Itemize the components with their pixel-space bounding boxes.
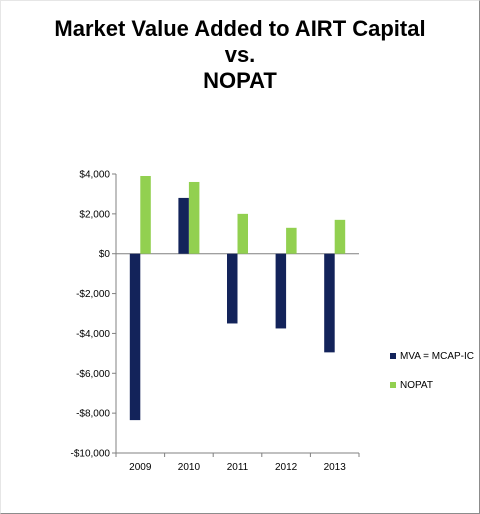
chart-title-line-1: Market Value Added to AIRT Capital bbox=[54, 16, 426, 41]
bar-mva-2010 bbox=[178, 197, 189, 254]
y-tick-label: -$6,000 bbox=[76, 369, 110, 380]
y-tick-label: $0 bbox=[99, 249, 111, 260]
bar-nopat-2011 bbox=[237, 213, 248, 254]
bar-nopat-2012 bbox=[286, 227, 297, 254]
legend-swatch bbox=[390, 382, 396, 388]
chart-title-line-2: vs. bbox=[224, 42, 256, 67]
chart-title: Market Value Added to AIRT Capital vs. N… bbox=[0, 16, 480, 94]
x-tick-label: 2010 bbox=[178, 462, 201, 473]
x-tick-label: 2012 bbox=[275, 462, 298, 473]
bar-nopat-2009 bbox=[140, 175, 151, 254]
legend-label: NOPAT bbox=[400, 380, 433, 391]
x-tick-label: 2013 bbox=[324, 462, 347, 473]
bar-mva-2013 bbox=[324, 253, 335, 353]
bar-mva-2011 bbox=[227, 253, 238, 324]
y-tick-label: -$10,000 bbox=[71, 449, 111, 460]
bar-nopat-2010 bbox=[188, 181, 200, 254]
y-tick-label: -$2,000 bbox=[76, 289, 110, 300]
x-tick-label: 2011 bbox=[227, 462, 249, 473]
bar-mva-2012 bbox=[275, 253, 287, 329]
bar-mva-2009 bbox=[129, 253, 141, 421]
y-tick-label: -$8,000 bbox=[76, 409, 110, 420]
x-tick-label: 2009 bbox=[129, 462, 152, 473]
y-tick-label: -$4,000 bbox=[76, 329, 110, 340]
y-tick-label: $4,000 bbox=[79, 170, 110, 181]
bar-nopat-2013 bbox=[334, 219, 346, 254]
legend-label: MVA = MCAP-IC bbox=[400, 351, 474, 362]
legend-swatch bbox=[390, 353, 396, 359]
y-tick-label: $2,000 bbox=[79, 209, 110, 220]
chart-title-line-3: NOPAT bbox=[203, 68, 277, 93]
